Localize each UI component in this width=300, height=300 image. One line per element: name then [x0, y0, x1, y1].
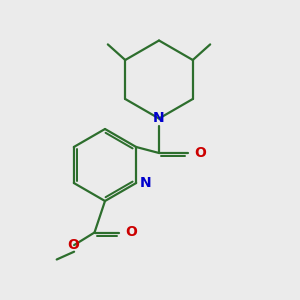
- Text: N: N: [153, 112, 165, 125]
- Text: O: O: [67, 238, 79, 252]
- Text: O: O: [125, 226, 137, 239]
- Text: N: N: [140, 176, 152, 190]
- Text: O: O: [194, 146, 206, 160]
